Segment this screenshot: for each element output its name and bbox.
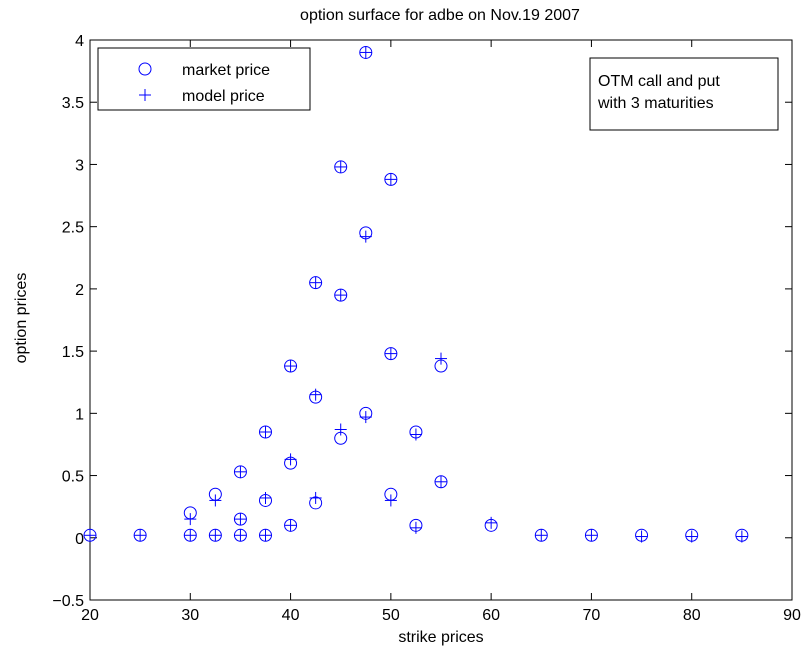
model-price-point <box>309 276 322 289</box>
x-axis: 20 30 40 50 60 70 80 90 <box>81 40 801 624</box>
x-tick-label: 50 <box>382 607 400 624</box>
x-tick-label: 70 <box>583 607 601 624</box>
model-price-point <box>359 230 372 243</box>
x-tick-label: 40 <box>282 607 300 624</box>
legend-marker-circle <box>138 62 152 76</box>
annotation-line-2: with 3 maturities <box>597 95 714 112</box>
model-price-point <box>134 529 147 542</box>
plot-area <box>89 39 793 601</box>
annotation: OTM call and put with 3 maturities <box>589 57 779 131</box>
model-price-point <box>309 388 322 401</box>
model-price-point <box>635 530 648 543</box>
model-price-point <box>735 530 748 543</box>
model-price-point <box>284 453 297 466</box>
model-price-point <box>309 491 322 504</box>
legend-box <box>97 47 311 111</box>
model-price-point <box>284 519 297 532</box>
model-price-point <box>359 46 372 59</box>
y-tick-label: 3.5 <box>62 95 84 112</box>
model-price-point <box>284 360 297 373</box>
x-tick-label: 30 <box>181 607 199 624</box>
y-tick-label: 2 <box>75 282 84 299</box>
model-price-point <box>209 494 222 507</box>
x-tick-label: 60 <box>482 607 500 624</box>
model-price-point <box>259 426 272 438</box>
x-axis-label: strike prices <box>398 629 483 646</box>
model-price-point <box>359 411 372 424</box>
model-price-point <box>535 529 548 542</box>
annotation-box <box>589 57 779 131</box>
y-tick-label: −0.5 <box>52 593 84 610</box>
model-price-point <box>334 160 347 173</box>
model-price-point <box>585 529 598 542</box>
model-price-point <box>334 423 347 436</box>
y-axis: −0.5 0 0.5 1 1.5 2 2.5 3 3.5 4 <box>52 33 792 610</box>
model-price-point <box>485 516 498 529</box>
legend-label-market-price: market price <box>182 62 270 79</box>
y-tick-label: 0.5 <box>62 469 84 486</box>
model-price-point <box>435 352 447 365</box>
model-price-point <box>334 289 347 302</box>
annotation-line-1: OTM call and put <box>598 73 720 90</box>
data-marks <box>83 45 749 543</box>
model-price-point <box>184 529 197 542</box>
model-price-point <box>259 491 272 504</box>
model-price-point <box>234 513 247 526</box>
model-price-point <box>384 173 397 186</box>
model-price-point <box>234 465 247 478</box>
y-tick-label: 4 <box>75 33 84 50</box>
x-tick-label: 80 <box>683 607 701 624</box>
model-price-point <box>409 428 422 441</box>
legend-label-model-price: model price <box>182 88 265 105</box>
model-price-point <box>409 521 422 534</box>
model-price-point <box>259 529 272 542</box>
y-tick-label: 1 <box>75 406 84 423</box>
y-axis-label: option prices <box>13 273 30 364</box>
y-tick-label: 0 <box>75 531 84 548</box>
y-tick-label: 3 <box>75 157 84 174</box>
model-price-point <box>384 347 397 360</box>
y-tick-label: 1.5 <box>62 344 84 361</box>
model-price-point <box>84 529 96 542</box>
model-price-point <box>685 530 698 543</box>
model-price-point <box>435 475 447 488</box>
x-tick-label: 90 <box>783 607 801 624</box>
y-tick-label: 2.5 <box>62 220 84 237</box>
legend: market price model price <box>97 47 311 111</box>
x-tick-label: 20 <box>81 607 99 624</box>
model-price-point <box>384 494 397 507</box>
model-price-point <box>209 529 222 542</box>
model-price-point <box>184 513 197 526</box>
model-price-point <box>234 529 247 542</box>
chart-title: option surface for adbe on Nov.19 2007 <box>300 7 580 24</box>
